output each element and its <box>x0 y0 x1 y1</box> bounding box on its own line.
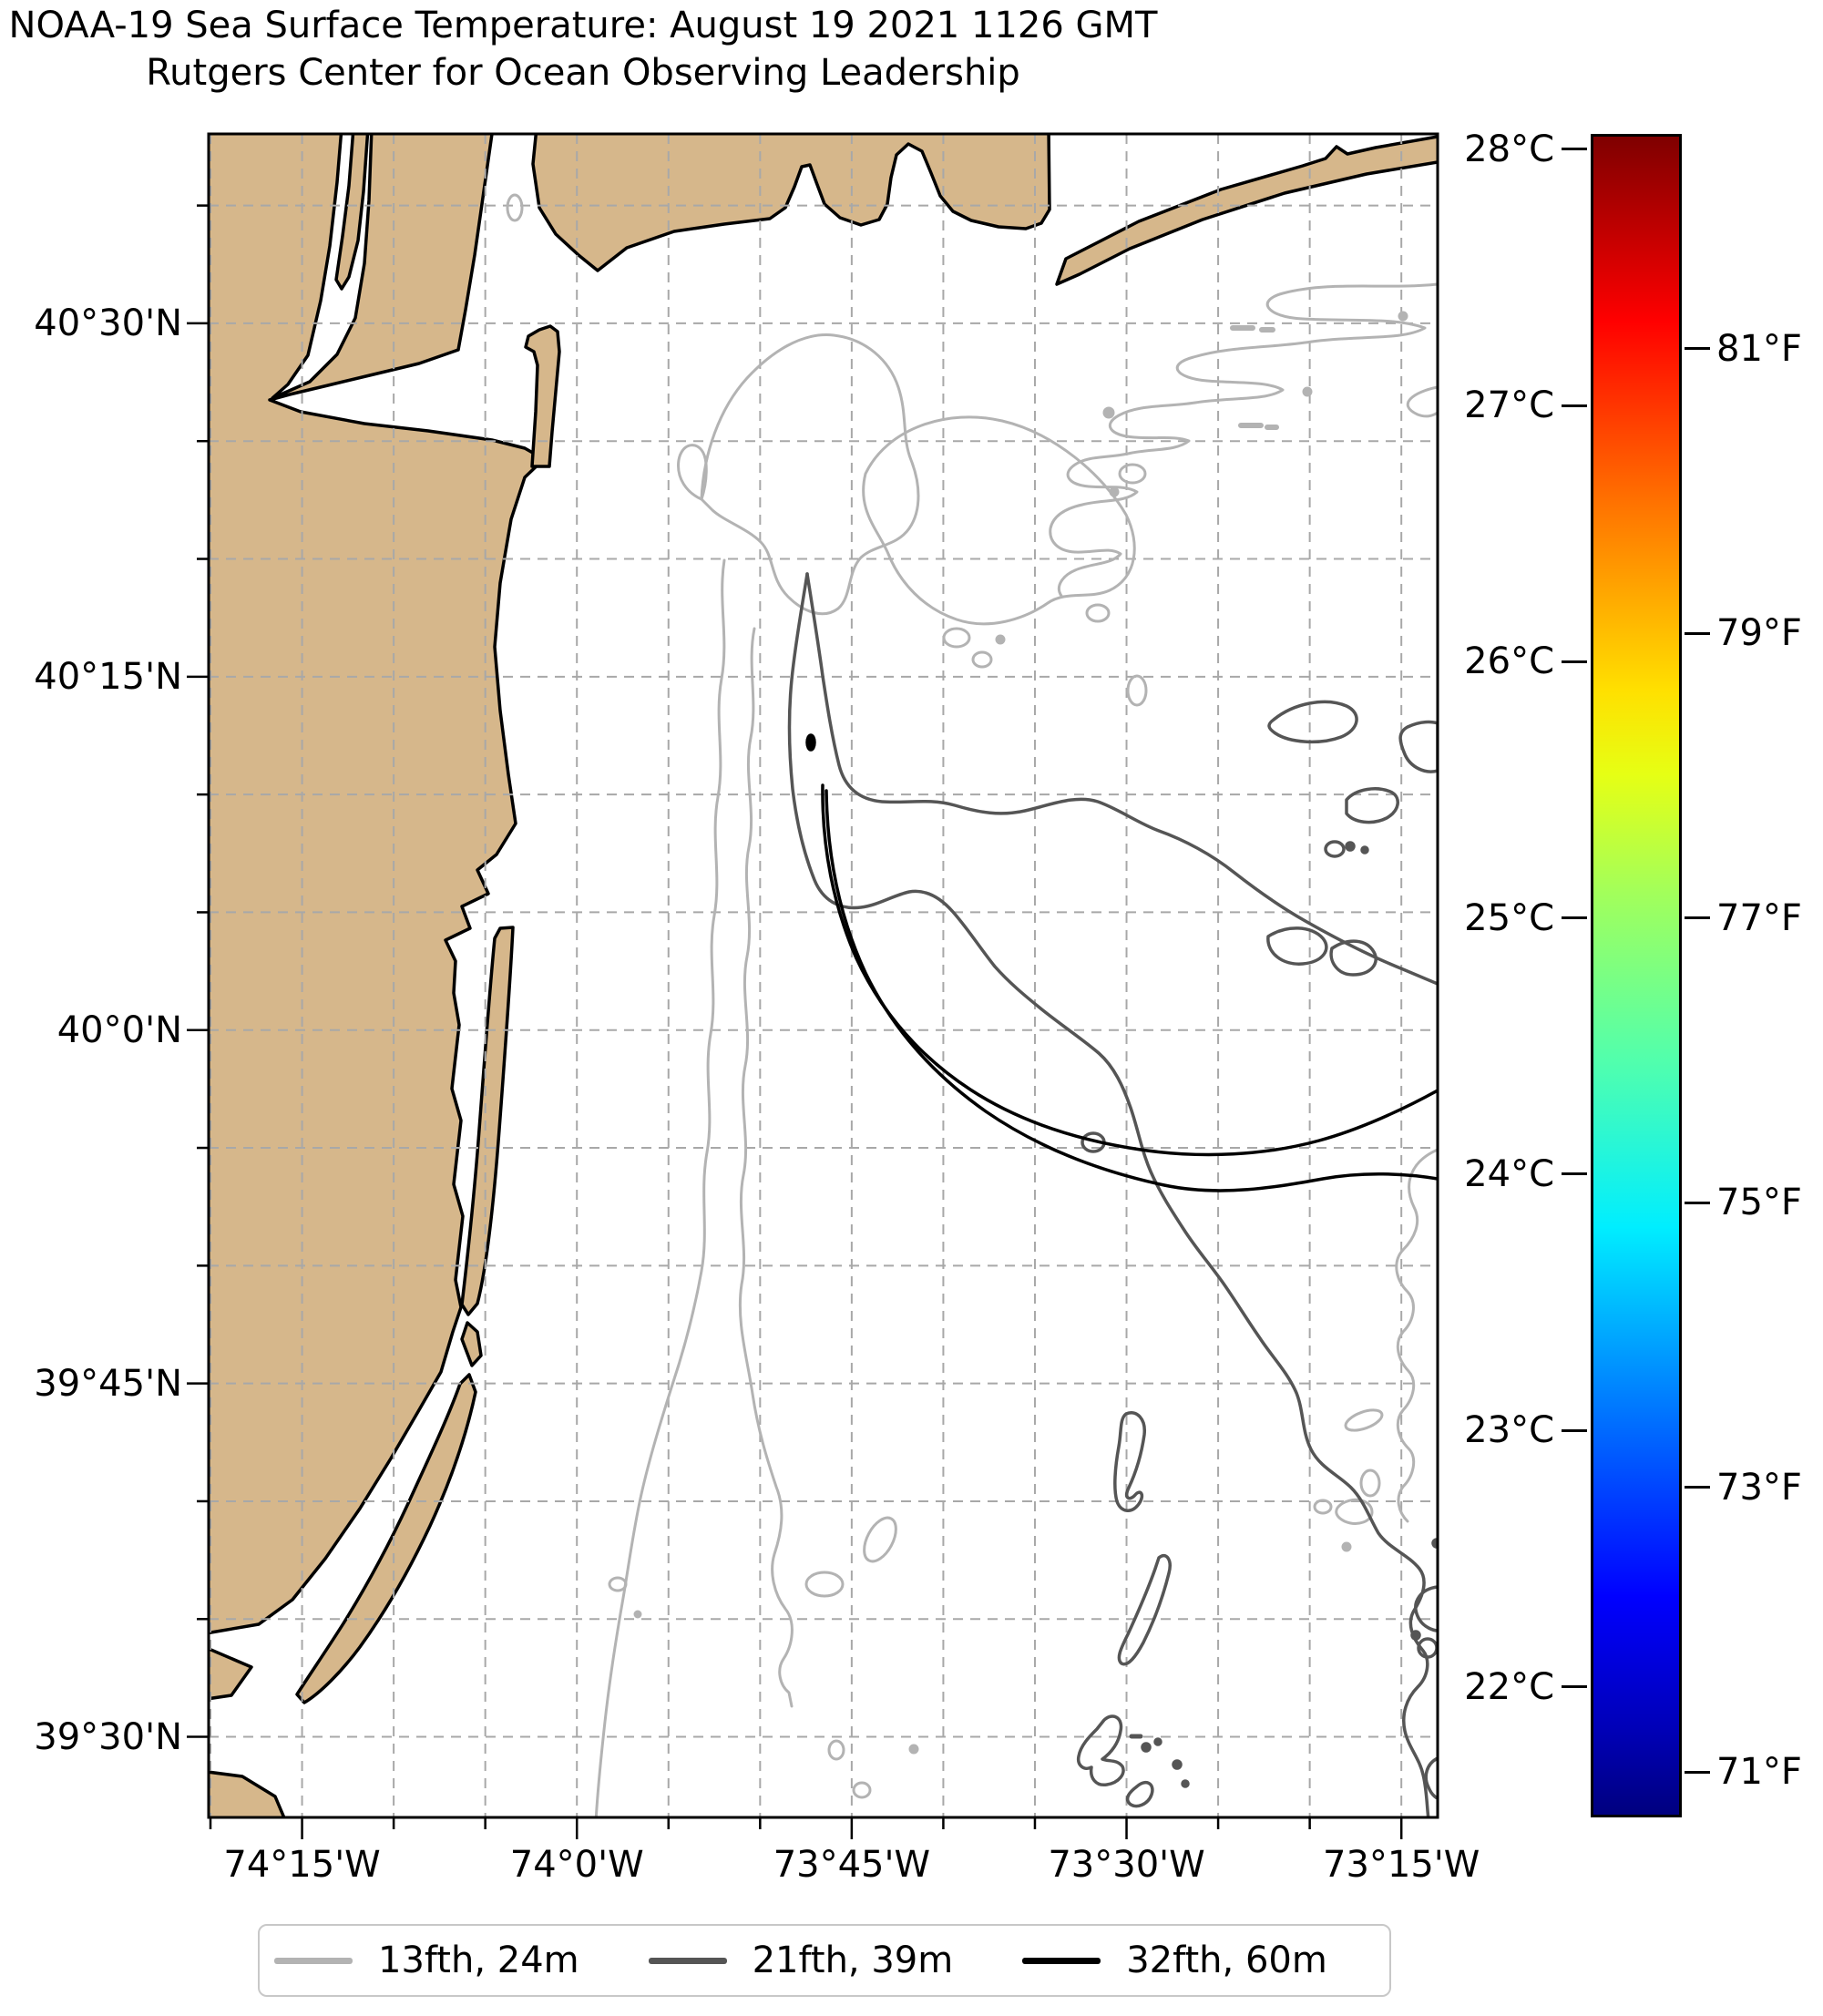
colorbar-tick-fahrenheit <box>1685 1486 1710 1489</box>
colorbar-label-celsius: 28°C <box>1464 128 1554 170</box>
shelf-valley-inner-south <box>824 789 1438 1192</box>
colorbar-label-fahrenheit: 73°F <box>1716 1466 1802 1509</box>
contours-13fth-24m <box>506 193 1438 1817</box>
contour-line-swatch-13fth <box>274 1957 353 1964</box>
legend-label-32fth: 32fth, 60m <box>1126 1939 1327 1981</box>
contours-32fth-60m <box>805 733 1438 1192</box>
colorbar-tick-fahrenheit <box>1685 347 1710 351</box>
colorbar-label-celsius: 22°C <box>1464 1665 1554 1708</box>
x-tick-label: 74°15'W <box>223 1844 381 1886</box>
land-long-island-west <box>531 134 1051 272</box>
title-line-2: Rutgers Center for Ocean Observing Leade… <box>146 52 1020 94</box>
shelf-valley-northeast-edge <box>805 572 1438 986</box>
colorbar-label-celsius: 27°C <box>1464 384 1554 427</box>
y-tick-label: 39°30'N <box>34 1715 182 1758</box>
colorbar-label-celsius: 23°C <box>1464 1409 1554 1452</box>
figure-title: NOAA-19 Sea Surface Temperature: August … <box>0 2 1166 97</box>
y-tick-label: 40°15'N <box>34 655 182 698</box>
x-tick-label: 73°30'W <box>1048 1844 1205 1886</box>
graticule-gridlines <box>209 134 1438 1817</box>
colorbar-tick-fahrenheit <box>1685 1770 1710 1774</box>
shelf-valley-inner-north <box>821 783 1438 1157</box>
colorbar-label-fahrenheit: 79°F <box>1716 612 1802 655</box>
legend-item-21fth: 21fth, 39m <box>648 1939 954 1981</box>
colorbar-tick-celsius <box>1562 916 1587 920</box>
contours-21fth-39m <box>787 572 1438 1817</box>
colorbar-tick-celsius <box>1562 660 1587 663</box>
colorbar-tick-celsius <box>1562 404 1587 407</box>
contour-line-swatch-21fth <box>648 1957 727 1964</box>
axis-ticks <box>187 204 1403 1839</box>
colorbar-label-celsius: 26°C <box>1464 640 1554 683</box>
land-manhattan-sliver <box>334 134 370 291</box>
x-tick-label: 74°0'W <box>509 1844 644 1886</box>
legend-item-13fth: 13fth, 24m <box>274 1939 579 1981</box>
colorbar-label-celsius: 25°C <box>1464 896 1554 939</box>
land-island-beach-sliver <box>460 1321 483 1367</box>
legend-label-21fth: 21fth, 39m <box>752 1939 954 1981</box>
land-new-jersey-mainland <box>209 134 546 1635</box>
land-sandy-hook <box>524 324 561 468</box>
colorbar-label-fahrenheit: 81°F <box>1716 327 1802 370</box>
colorbar-tick-celsius <box>1562 1428 1587 1432</box>
land-long-island-barrier-strip <box>1055 135 1438 286</box>
shelf-valley-deep-spot <box>805 733 816 752</box>
y-tick-label: 40°0'N <box>56 1008 182 1051</box>
legend-item-32fth: 32fth, 60m <box>1022 1939 1327 1981</box>
colorbar-tick-fahrenheit <box>1685 916 1710 920</box>
colorbar-tick-celsius <box>1562 1172 1587 1176</box>
legend-label-13fth: 13fth, 24m <box>378 1939 579 1981</box>
colorbar <box>1591 134 1682 1817</box>
colorbar-tick-fahrenheit <box>1685 1201 1710 1204</box>
contour-legend: 13fth, 24m 21fth, 39m 32fth, 60m <box>258 1924 1391 1997</box>
land-mullica-wedge <box>209 1646 253 1701</box>
colorbar-label-fahrenheit: 75°F <box>1716 1182 1802 1224</box>
y-tick-label: 39°45'N <box>34 1362 182 1405</box>
map-border <box>207 132 1439 1819</box>
colorbar-tick-celsius <box>1562 148 1587 151</box>
x-tick-label: 73°15'W <box>1323 1844 1480 1886</box>
colorbar-label-fahrenheit: 71°F <box>1716 1751 1802 1794</box>
land-atlantic-city-corner <box>209 1770 286 1817</box>
colorbar-tick-celsius <box>1562 1685 1587 1689</box>
title-line-1: NOAA-19 Sea Surface Temperature: August … <box>8 5 1158 46</box>
contour-line-swatch-32fth <box>1022 1957 1101 1964</box>
x-tick-label: 73°45'W <box>773 1844 931 1886</box>
colorbar-tick-fahrenheit <box>1685 631 1710 635</box>
land-polygons <box>209 134 1438 1817</box>
y-tick-label: 40°30'N <box>34 302 182 344</box>
land-long-beach-island <box>295 1373 477 1704</box>
colorbar-label-fahrenheit: 77°F <box>1716 896 1802 939</box>
colorbar-label-celsius: 24°C <box>1464 1152 1554 1195</box>
